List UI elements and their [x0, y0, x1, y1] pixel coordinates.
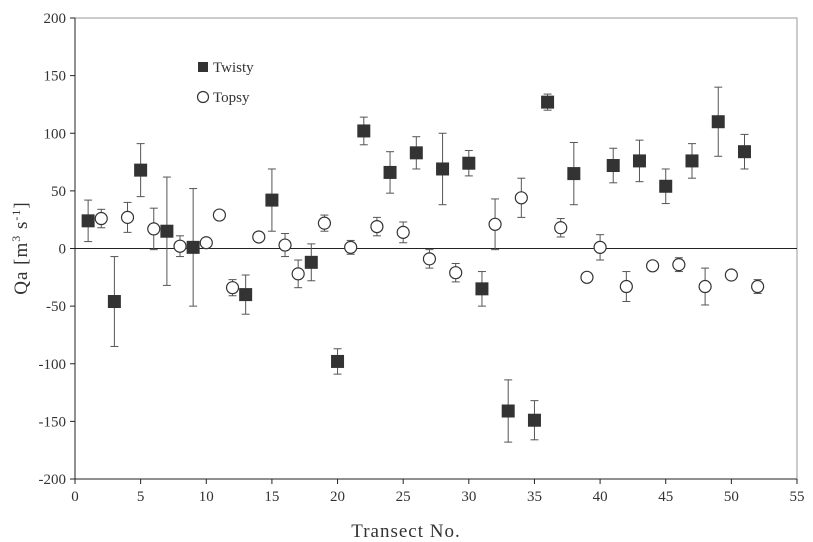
- y-axis-title-sup2: -1: [9, 209, 23, 221]
- data-point-circle: [291, 267, 305, 281]
- series-topsy: [94, 177, 765, 306]
- x-axis-ticks: 0 5 10 15 20 25 30 35 40 45 50 55: [71, 479, 805, 505]
- x-tick-label: 0: [71, 489, 79, 505]
- data-point-circle: [422, 252, 437, 266]
- legend-marker-twisty: [198, 62, 208, 72]
- data-point-square: [383, 165, 397, 179]
- data-point-square: [239, 288, 253, 302]
- data-point-circle: [173, 239, 187, 253]
- y-axis-title-end: ]: [11, 201, 32, 208]
- x-tick-label: 25: [396, 489, 411, 505]
- data-point-circle: [698, 279, 712, 294]
- data-point-square: [711, 115, 725, 129]
- series-layer: [81, 86, 765, 443]
- y-axis-title-main: Qa [m: [11, 242, 32, 295]
- y-axis-title-sup1: 3: [9, 235, 23, 242]
- y-tick-label: 0: [59, 242, 67, 258]
- data-point-circle: [212, 208, 226, 222]
- y-tick-label: -150: [39, 414, 67, 430]
- y-tick-label: -100: [39, 357, 67, 373]
- data-point-circle: [370, 220, 384, 234]
- x-tick-label: 55: [790, 489, 805, 505]
- data-point-circle: [488, 217, 502, 231]
- x-tick-label: 50: [724, 489, 739, 505]
- y-tick-label: 150: [44, 69, 67, 85]
- y-tick-label: 50: [51, 184, 66, 200]
- data-point-square: [501, 404, 515, 418]
- data-point-square: [357, 124, 371, 138]
- data-point-square: [331, 354, 345, 368]
- data-point-circle: [672, 258, 686, 272]
- data-point-circle: [317, 216, 332, 230]
- x-axis-title: Transect No.: [351, 521, 460, 542]
- data-point-square: [462, 156, 476, 170]
- data-point-circle: [120, 210, 135, 224]
- data-point-square: [541, 95, 555, 109]
- y-tick-label: 200: [44, 11, 67, 27]
- data-point-circle: [199, 236, 213, 250]
- data-point-square: [475, 282, 489, 296]
- data-point-circle: [252, 230, 266, 244]
- data-point-square: [436, 162, 450, 176]
- x-tick-label: 5: [137, 489, 145, 505]
- data-point-square: [409, 146, 423, 160]
- data-point-square: [186, 240, 200, 254]
- data-point-square: [107, 295, 121, 309]
- y-axis-title-mid: s: [11, 221, 32, 235]
- data-point-circle: [724, 268, 738, 282]
- legend-marker-topsy: [196, 90, 210, 104]
- x-tick-label: 35: [527, 489, 542, 505]
- data-point-square: [134, 163, 148, 177]
- data-point-square: [659, 179, 673, 193]
- data-point-circle: [147, 222, 161, 236]
- y-tick-label: 100: [44, 126, 67, 142]
- data-point-circle: [645, 259, 660, 273]
- legend-label-topsy: Topsy: [213, 90, 250, 106]
- data-point-circle: [554, 221, 568, 235]
- data-point-square: [737, 145, 751, 159]
- data-point-square: [527, 413, 541, 427]
- data-point-square: [265, 193, 279, 207]
- x-tick-label: 45: [658, 489, 673, 505]
- x-tick-label: 30: [461, 489, 476, 505]
- y-axis-ticks: -200 -150 -100 -50 0 50 100 150 200: [39, 11, 75, 488]
- data-point-circle: [94, 211, 108, 226]
- data-point-square: [160, 224, 174, 238]
- x-tick-label: 40: [593, 489, 608, 505]
- y-axis-title: Qa [m3 s-1]: [9, 201, 32, 295]
- data-point-circle: [449, 266, 463, 280]
- data-point-circle: [225, 281, 240, 295]
- data-point-square: [567, 167, 581, 181]
- y-tick-label: -50: [46, 299, 66, 315]
- x-tick-label: 10: [199, 489, 214, 505]
- data-point-square: [632, 154, 646, 168]
- data-point-circle: [514, 191, 528, 205]
- legend: Twisty Topsy: [196, 60, 254, 106]
- data-point-square: [81, 214, 95, 228]
- data-point-square: [606, 159, 620, 173]
- data-point-circle: [593, 240, 607, 254]
- data-point-circle: [580, 270, 594, 284]
- data-point-circle: [619, 279, 633, 294]
- x-tick-label: 15: [264, 489, 279, 505]
- data-point-square: [685, 154, 699, 168]
- y-tick-label: -200: [39, 472, 67, 488]
- data-point-square: [304, 255, 318, 269]
- legend-label-twisty: Twisty: [213, 60, 254, 76]
- data-point-circle: [751, 279, 765, 294]
- series-twisty: [81, 86, 751, 443]
- data-point-circle: [278, 238, 292, 252]
- x-tick-label: 20: [330, 489, 345, 505]
- data-point-circle: [344, 240, 358, 254]
- data-point-circle: [396, 225, 410, 239]
